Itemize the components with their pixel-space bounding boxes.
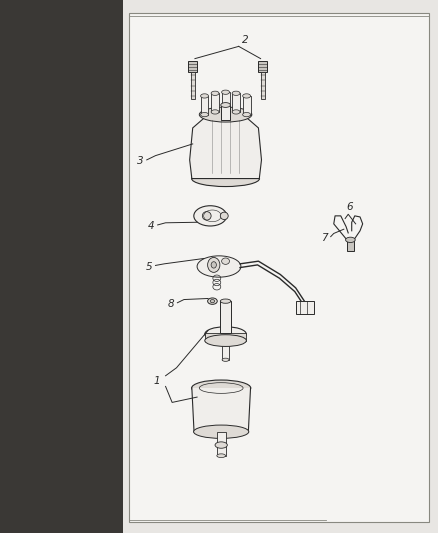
Ellipse shape [232,91,240,95]
Text: 7: 7 [321,233,328,243]
Polygon shape [190,115,261,179]
Ellipse shape [192,380,251,396]
Bar [217,432,226,456]
Ellipse shape [194,425,249,438]
Bar [221,105,230,120]
Ellipse shape [201,94,208,98]
Bar [347,240,354,251]
Ellipse shape [211,110,219,114]
Bar [191,72,195,99]
Bar [220,301,231,333]
Text: 2: 2 [242,35,249,45]
Ellipse shape [220,212,228,220]
Ellipse shape [221,102,230,108]
Bar [258,61,267,72]
Circle shape [211,262,216,268]
Text: 1: 1 [154,376,160,386]
Bar [243,96,251,115]
Ellipse shape [346,237,355,243]
Ellipse shape [205,335,246,346]
Bar [296,301,314,314]
Text: 4: 4 [148,221,154,231]
Ellipse shape [217,454,226,457]
Ellipse shape [208,298,217,304]
Bar [232,93,240,112]
Bar [222,341,229,360]
Ellipse shape [222,90,230,94]
Bar [222,92,230,111]
Bar [201,96,208,115]
Bar [205,333,246,341]
Ellipse shape [197,256,241,277]
Ellipse shape [202,212,211,220]
Text: 8: 8 [168,299,174,309]
Ellipse shape [199,107,252,122]
Bar [261,72,265,99]
Bar [211,93,219,112]
Text: 6: 6 [346,202,353,212]
Ellipse shape [215,442,227,448]
Ellipse shape [205,327,246,342]
Ellipse shape [201,112,208,117]
Ellipse shape [222,258,230,264]
Ellipse shape [222,358,229,361]
Ellipse shape [222,109,230,113]
Bar [0,0,123,533]
Ellipse shape [210,300,215,303]
Ellipse shape [220,299,231,303]
Polygon shape [192,388,251,432]
Bar [129,13,429,522]
Ellipse shape [192,171,259,187]
Ellipse shape [194,206,227,226]
Ellipse shape [211,91,219,95]
Text: 5: 5 [146,262,152,271]
Text: 3: 3 [137,157,144,166]
Ellipse shape [232,110,240,114]
Circle shape [208,257,220,272]
Ellipse shape [243,94,251,98]
Bar [188,61,197,72]
Ellipse shape [243,112,251,117]
